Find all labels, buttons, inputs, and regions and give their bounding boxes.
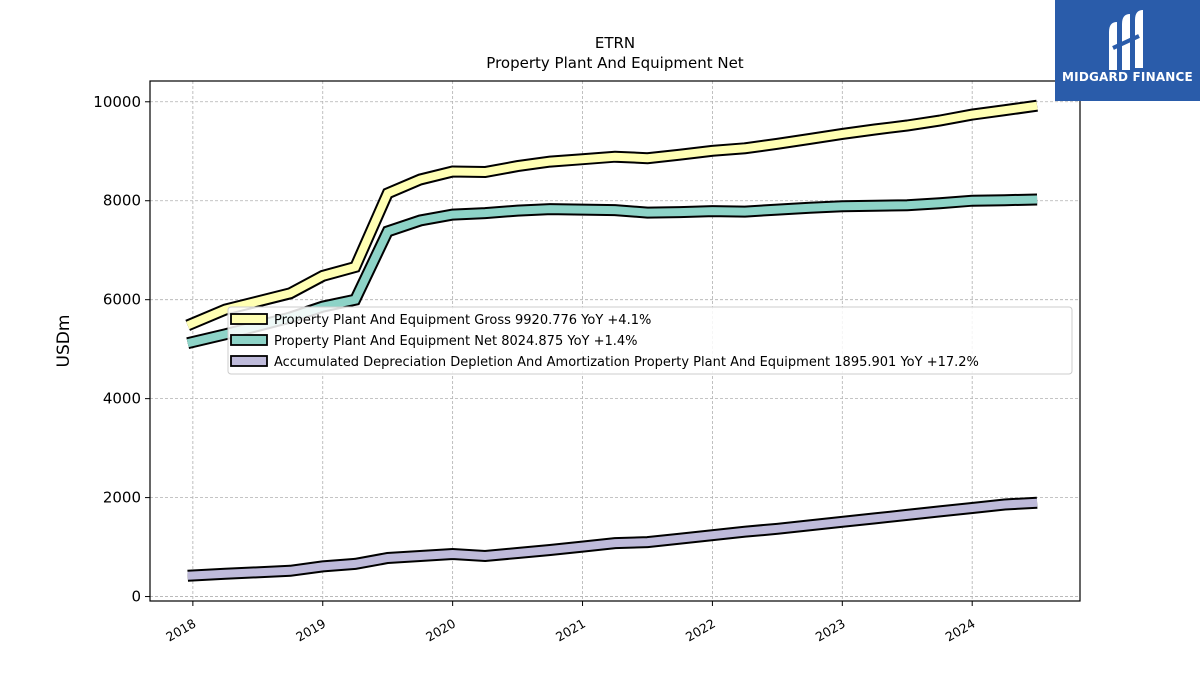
y-tick-label: 8000 <box>103 192 141 210</box>
series-line-2 <box>186 193 1038 350</box>
series-fill <box>186 101 1038 330</box>
legend-label: Accumulated Depreciation Depletion And A… <box>274 355 979 370</box>
legend-swatch <box>230 355 268 367</box>
series-lines <box>185 99 1038 582</box>
x-tick-label: 2024 <box>943 616 978 645</box>
legend-label: Property Plant And Equipment Gross 9920.… <box>274 313 651 328</box>
plot-frame <box>149 80 1081 602</box>
legend-box <box>227 306 1073 375</box>
y-tick-label: 10000 <box>93 93 141 111</box>
chart-subtitle: Property Plant And Equipment Net <box>486 54 743 72</box>
series-line-1 <box>185 99 1038 331</box>
x-tick-label: 2019 <box>293 616 328 645</box>
y-axis-label: USDm <box>54 315 74 368</box>
series-fill <box>187 498 1038 580</box>
legend-swatch <box>230 313 268 325</box>
x-tick-label: 2018 <box>163 616 198 645</box>
legend-label: Property Plant And Equipment Net 8024.87… <box>274 334 638 349</box>
brand-name: MIDGARD FINANCE <box>1062 70 1193 84</box>
brand-logo: MIDGARD FINANCE <box>1055 0 1200 101</box>
y-tick-label: 4000 <box>103 390 141 408</box>
legend-swatch <box>230 334 268 346</box>
x-tick-label: 2021 <box>553 616 588 645</box>
series-fill <box>186 195 1038 348</box>
x-axis: 2018 2019 2020 2021 2022 2023 2024 <box>163 601 978 645</box>
logo-mark-icon <box>1109 10 1143 70</box>
chart-title: ETRN <box>595 34 635 52</box>
legend: Property Plant And Equipment Gross 9920.… <box>227 306 1073 375</box>
series-line-3 <box>187 496 1038 582</box>
y-tick-label: 0 <box>131 588 141 606</box>
y-tick-label: 2000 <box>103 489 141 507</box>
x-tick-label: 2020 <box>423 616 458 645</box>
x-tick-label: 2023 <box>813 616 848 645</box>
y-axis: 0 2000 4000 6000 8000 10000 <box>93 93 150 606</box>
x-tick-label: 2022 <box>683 616 718 645</box>
y-tick-label: 6000 <box>103 291 141 309</box>
